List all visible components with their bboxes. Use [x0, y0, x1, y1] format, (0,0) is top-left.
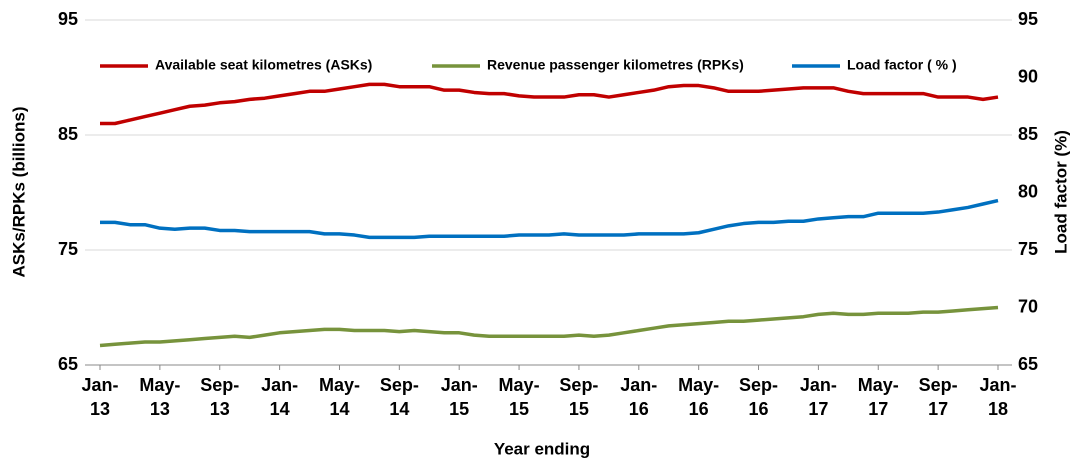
y-axis-title: ASKs/RPKs (billions) — [9, 107, 28, 278]
y-tick-label: 65 — [58, 354, 78, 374]
y2-tick-label: 75 — [1018, 239, 1038, 259]
x-tick-label: Jan-16 — [620, 375, 657, 419]
legend-label: Available seat kilometres (ASKs) — [155, 57, 372, 73]
y2-tick-label: 95 — [1018, 9, 1038, 29]
x-tick-label: Sep-14 — [380, 375, 419, 419]
x-tick-label: Jan-18 — [979, 375, 1016, 419]
y2-tick-label: 70 — [1018, 296, 1038, 316]
y2-tick-label: 80 — [1018, 181, 1038, 201]
y2-tick-label: 90 — [1018, 66, 1038, 86]
y2-tick-label: 85 — [1018, 124, 1038, 144]
series-line — [100, 198, 999, 240]
x-tick-label: Jan-17 — [800, 375, 837, 419]
y2-tick-label: 65 — [1018, 354, 1038, 374]
legend-label: Revenue passenger kilometres (RPKs) — [487, 57, 744, 73]
series-line — [99, 305, 999, 348]
x-tick-label: Jan-13 — [81, 375, 118, 419]
x-tick-label: May-13 — [139, 375, 180, 419]
y-tick-label: 95 — [58, 9, 78, 29]
x-tick-label: Sep-17 — [919, 375, 958, 419]
x-tick-label: Jan-15 — [441, 375, 478, 419]
x-tick-label: May-17 — [858, 375, 899, 419]
x-tick-label: Sep-15 — [559, 375, 598, 419]
x-tick-label: May-15 — [499, 375, 540, 419]
x-tick-label: May-16 — [678, 375, 719, 419]
series-line — [100, 82, 999, 126]
y2-axis-title: Load factor (%) — [1051, 130, 1070, 254]
x-tick-label: Sep-13 — [200, 375, 239, 419]
x-tick-label: Sep-16 — [739, 375, 778, 419]
x-tick-label: May-14 — [319, 375, 360, 419]
x-axis-title: Year ending — [494, 439, 590, 458]
y-tick-label: 75 — [58, 239, 78, 259]
legend-label: Load factor ( % ) — [847, 57, 957, 73]
y-tick-label: 85 — [58, 124, 78, 144]
x-tick-label: Jan-14 — [261, 375, 298, 419]
